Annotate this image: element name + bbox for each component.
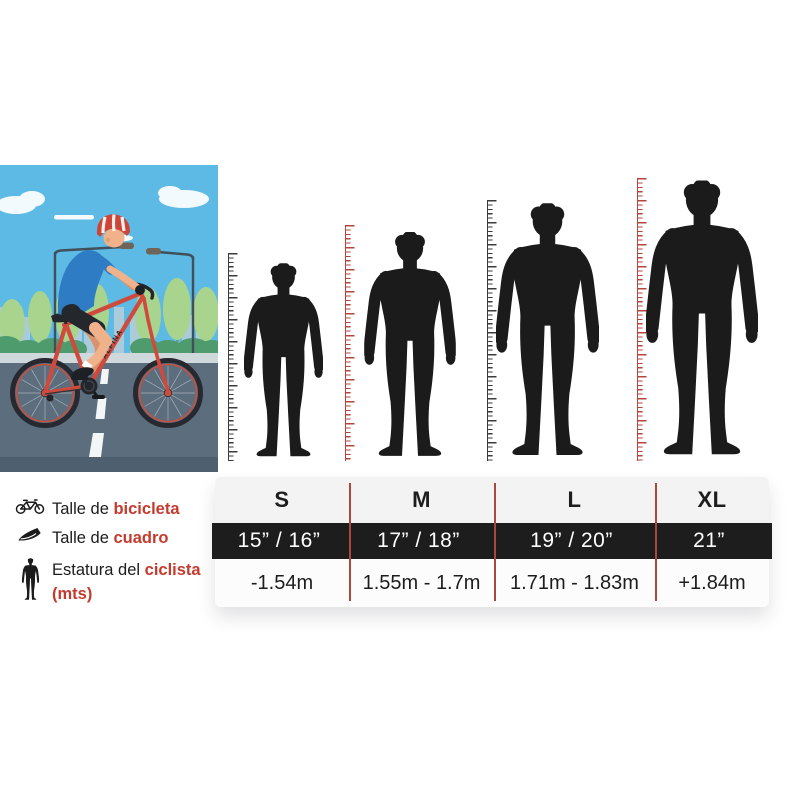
size-label: M [412,487,431,512]
rider-sock [81,360,93,371]
column-divider [655,483,657,601]
legend-row-bicycle: Talle de bicicleta [8,497,180,521]
legend-text-bicycle: Talle de bicicleta [52,500,180,518]
size-label-row: S M L XL [215,477,769,523]
ruler-size-xl [637,178,648,461]
cyclist-icon [8,558,52,601]
rider-torso [57,250,105,318]
ruler-size-l [487,200,498,461]
wheel-size-value: 15” / 16” [237,529,321,552]
size-label: S [274,487,290,512]
rider-shin [85,336,111,369]
frame-icon [8,526,52,543]
rider-glove [135,285,145,295]
size-table: S M L XL 15” / 16” 17” / 18” 19” / 20” 2… [212,477,772,607]
legend-text-frame: Talle de cuadro [52,529,169,547]
size-label: XL [697,487,727,512]
ruler-size-m [345,225,356,461]
legend-row-frame: Talle de cuadro [8,526,168,550]
helmet-stripes [101,214,126,234]
wheel-size-value: 17” / 18” [377,529,460,552]
bicycle-icon [8,497,52,515]
rider-height-value: -1.54m [250,571,314,594]
silhouette-size-l [496,203,599,461]
handlebar [133,282,155,300]
rider-height-row: -1.54m 1.55m - 1.7m 1.71m - 1.83m +1.84m [215,559,769,607]
silhouette-size-xl [646,180,758,461]
rider-height-value: 1.71m - 1.83m [510,571,639,594]
size-label: L [567,487,582,512]
rider-forearm [106,265,142,292]
street-lamps [53,242,195,355]
rider [57,214,145,380]
front-wheel [133,358,203,428]
rider-height-value: 1.55m - 1.7m [362,571,481,594]
wheel-size-value: 21” [693,529,725,552]
legend-text-rider-height: Estatura del ciclista (mts) [52,561,201,603]
cyclist-illustration: ALPINA [0,165,218,472]
column-divider [494,483,496,601]
rider-shoe [72,367,94,378]
ruler-size-s [228,253,239,461]
rider-head [103,228,125,248]
silhouette-size-m [364,232,456,461]
wheel-size-value: 19” / 20” [530,529,613,552]
road-center-dashes [89,369,109,457]
wheel-size-row: 15” / 16” 17” / 18” 19” / 20” 21” [212,523,772,559]
column-divider [349,483,351,601]
rider-height-value: +1.84m [678,571,746,594]
silhouette-size-s [244,263,323,461]
legend-row-rider-height: Estatura del ciclista (mts) [8,558,201,606]
